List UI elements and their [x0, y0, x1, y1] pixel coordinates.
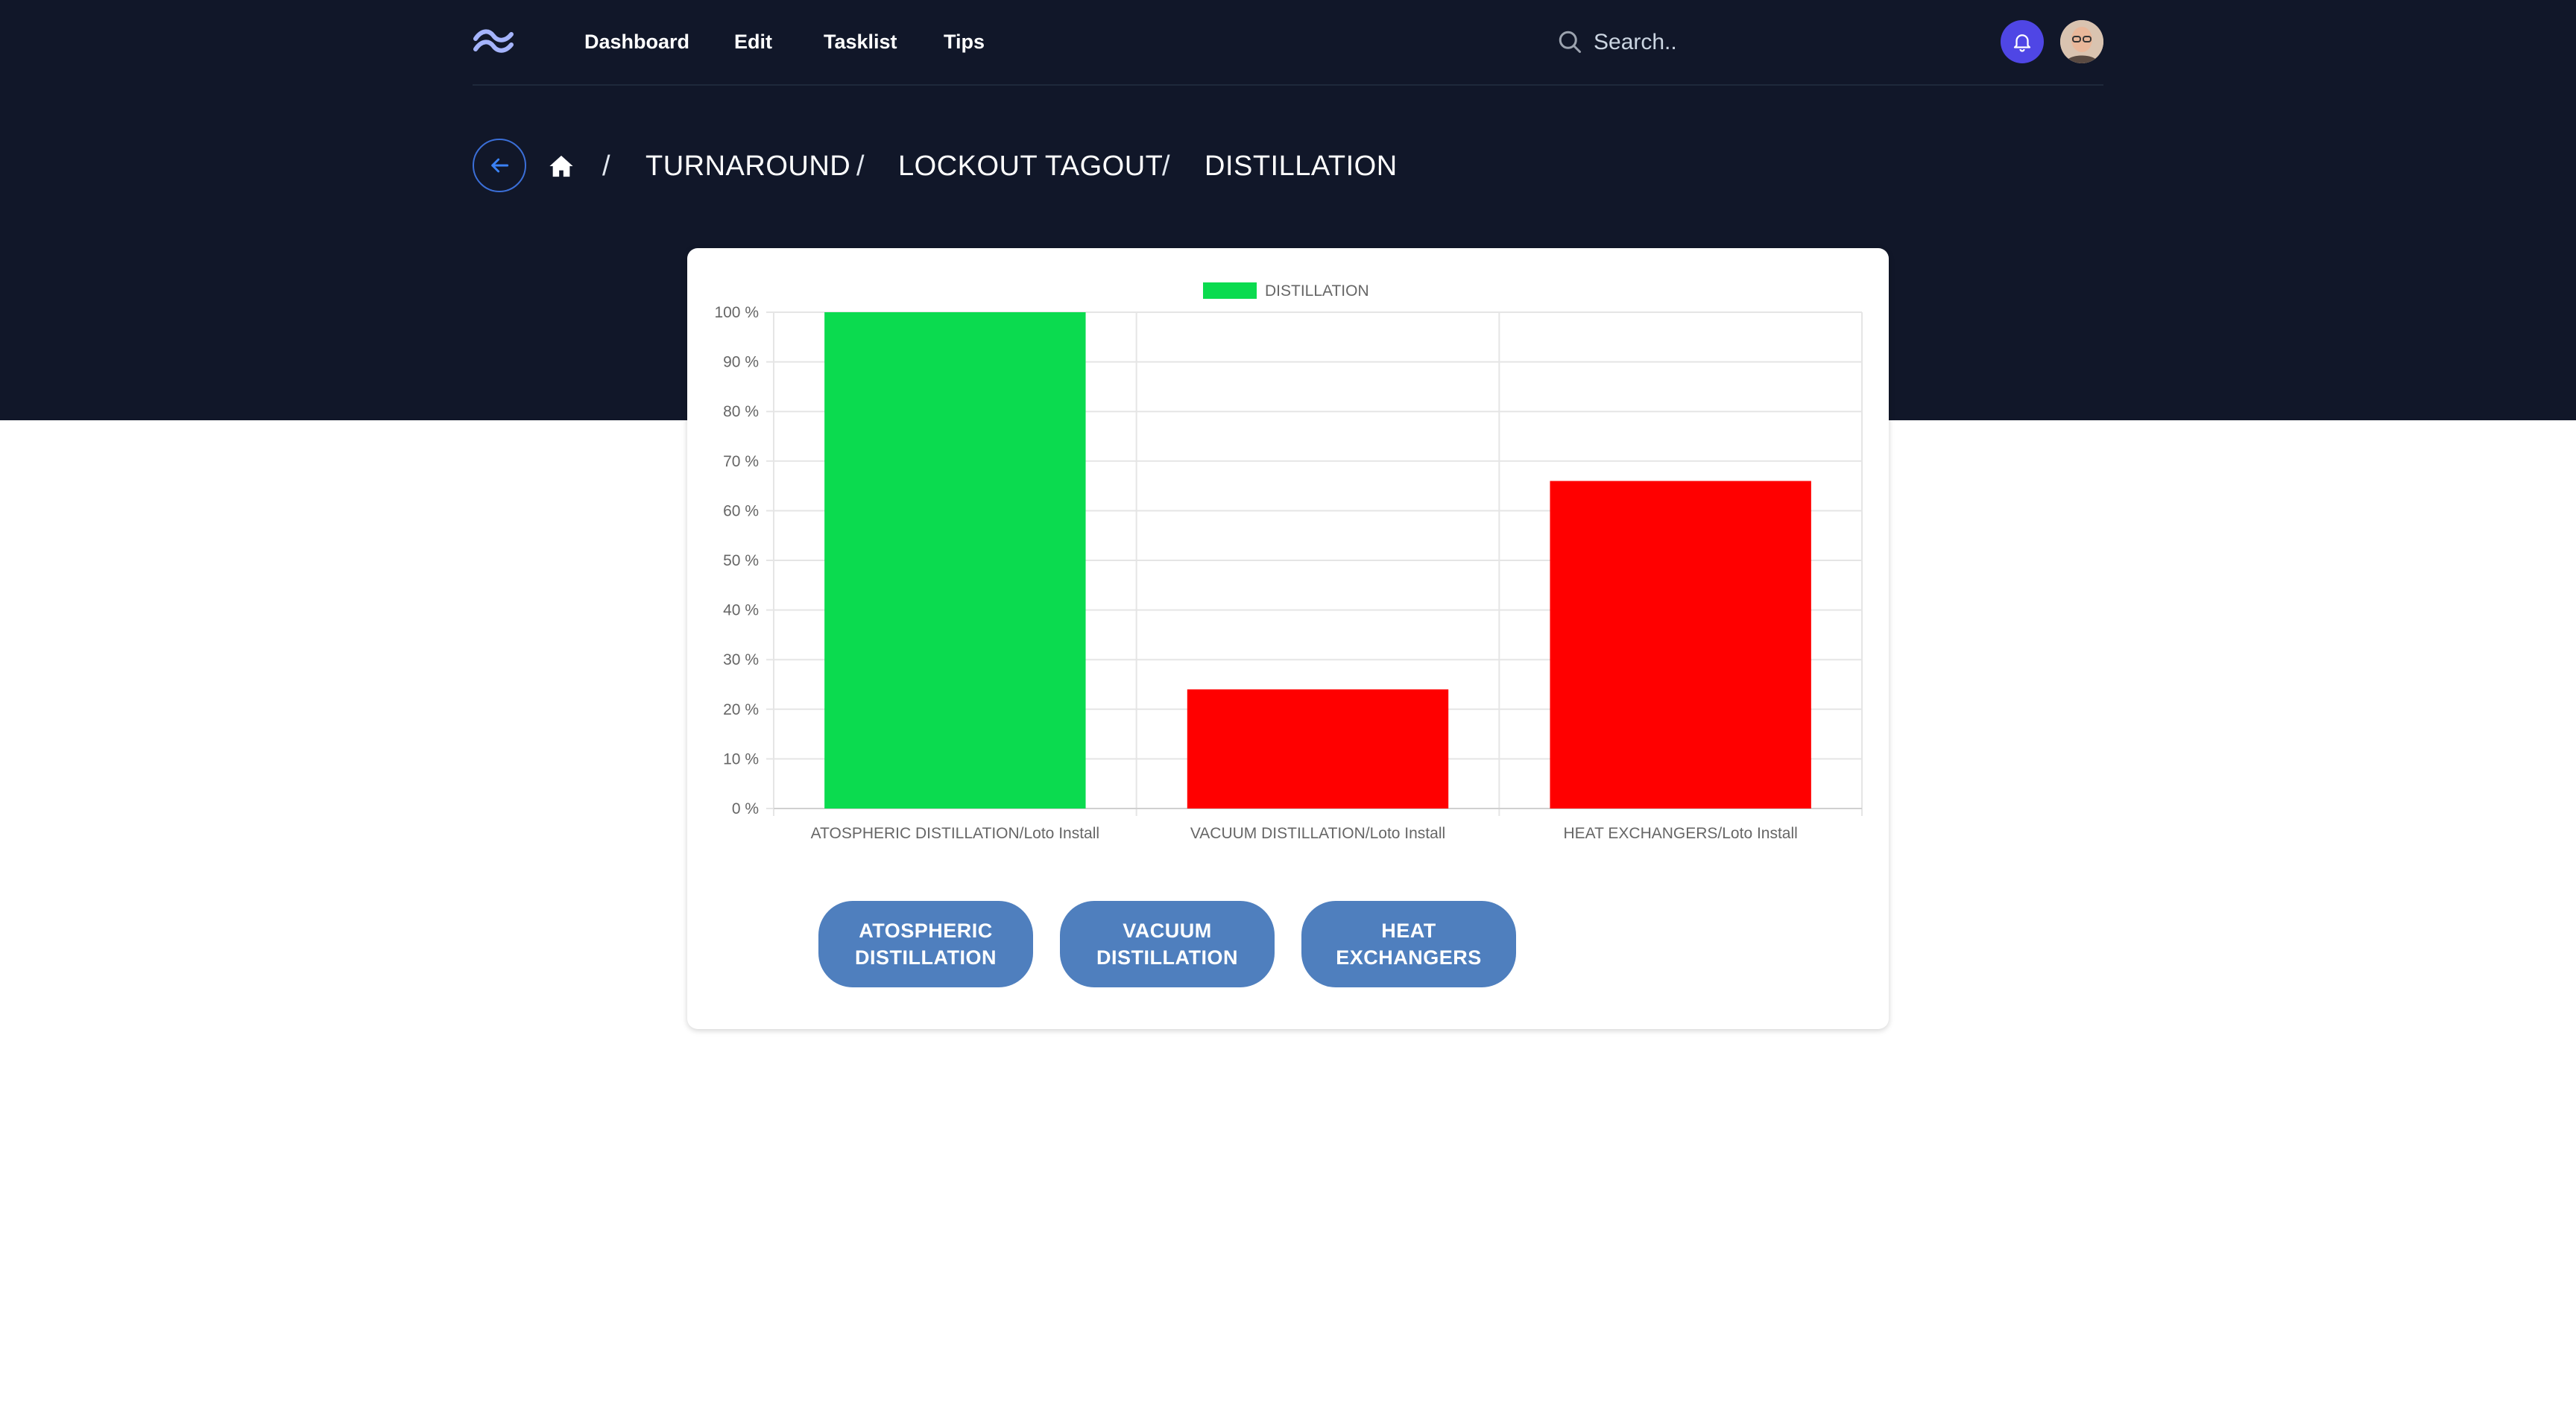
legend-label: DISTILLATION: [1265, 282, 1369, 300]
heat-exchangers-button[interactable]: HEAT EXCHANGERS: [1301, 901, 1516, 987]
bar-chart: 0 % 10 % 20 % 30 % 40 % 50 % 60 % 70 % 80 % 90 % 1…: [714, 282, 1863, 842]
breadcrumb-turnaround[interactable]: TURNAROUND: [645, 151, 851, 182]
bar: [1550, 481, 1811, 809]
bell-icon: [2013, 34, 2031, 52]
y-tick-label: 70 %: [723, 453, 759, 470]
y-tick-label: 100 %: [714, 304, 759, 321]
user-avatar[interactable]: [2060, 20, 2103, 63]
x-tick-label: VACUUM DISTILLATION/Loto Install: [1190, 825, 1445, 842]
breadcrumb-separator: /: [1162, 151, 1170, 182]
nav-dashboard[interactable]: Dashboard: [584, 31, 690, 53]
x-tick-label: ATOSPHERIC DISTILLATION/Loto Install: [811, 825, 1099, 842]
arrow-left-icon: [491, 158, 509, 173]
search-input[interactable]: [1592, 27, 1819, 58]
y-tick-label: 10 %: [723, 750, 759, 768]
legend-swatch: [1203, 282, 1257, 299]
logo-icon[interactable]: [473, 28, 514, 54]
button-label-line: EXCHANGERS: [1336, 946, 1482, 969]
avatar-image: [2060, 20, 2103, 63]
button-label-line: HEAT: [1381, 920, 1436, 942]
y-tick-label: 30 %: [723, 651, 759, 668]
atospheric-distillation-button[interactable]: ATOSPHERIC DISTILLATION: [818, 901, 1033, 987]
button-label-line: ATOSPHERIC: [859, 920, 993, 942]
vacuum-distillation-button[interactable]: VACUUM DISTILLATION: [1060, 901, 1275, 987]
breadcrumb-lockout-tagout[interactable]: LOCKOUT TAGOUT: [898, 151, 1164, 182]
bar: [1187, 689, 1449, 809]
y-tick-label: 80 %: [723, 403, 759, 420]
y-tick-label: 90 %: [723, 354, 759, 371]
search-box: [1556, 22, 1825, 61]
top-navbar: Dashboard Edit Tasklist Tips: [473, 0, 2103, 86]
nav-edit[interactable]: Edit: [734, 31, 772, 53]
y-tick-label: 50 %: [723, 552, 759, 569]
home-icon[interactable]: [549, 154, 574, 178]
button-label-line: DISTILLATION: [1096, 946, 1238, 969]
breadcrumb-separator: /: [856, 151, 865, 182]
notifications-button[interactable]: [2001, 20, 2044, 63]
breadcrumb-separator: /: [602, 151, 610, 182]
nav-tips[interactable]: Tips: [944, 31, 985, 53]
x-tick-label: HEAT EXCHANGERS/Loto Install: [1563, 825, 1797, 842]
back-button[interactable]: [473, 139, 526, 192]
y-tick-label: 40 %: [723, 602, 759, 619]
y-tick-label: 60 %: [723, 502, 759, 519]
breadcrumb-distillation: DISTILLATION: [1205, 151, 1398, 182]
button-label-line: VACUUM: [1123, 920, 1212, 942]
y-tick-label: 0 %: [732, 800, 759, 817]
bar: [824, 312, 1086, 809]
y-tick-label: 20 %: [723, 701, 759, 718]
nav-tasklist[interactable]: Tasklist: [824, 31, 897, 53]
button-label-line: DISTILLATION: [855, 946, 997, 969]
search-icon: [1559, 31, 1581, 53]
chart-card: 0 % 10 % 20 % 30 % 40 % 50 % 60 % 70 % 80 % 90 % 1…: [687, 248, 1889, 1029]
